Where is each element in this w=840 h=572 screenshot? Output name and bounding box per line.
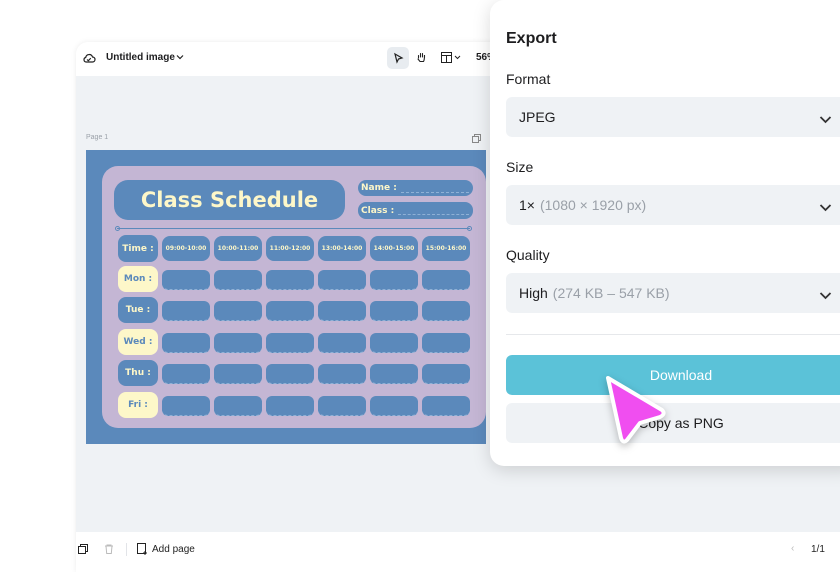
time-label: Time :	[118, 235, 158, 262]
size-select[interactable]: 1× (1080 × 1920 px)	[506, 185, 840, 225]
schedule-cell	[422, 333, 470, 353]
trash-icon[interactable]	[104, 544, 114, 554]
schedule-cell	[214, 270, 262, 290]
name-label: Name :	[361, 183, 397, 193]
class-schedule-design[interactable]: Class Schedule Name : Class : Time : 09:…	[86, 150, 486, 444]
export-panel: Export Format JPEG Size 1× (1080 × 1920 p…	[490, 0, 840, 466]
add-page-button[interactable]: Add page	[152, 544, 195, 555]
divider	[506, 334, 840, 335]
size-value: 1×	[519, 197, 535, 213]
size-detail: (1080 × 1920 px)	[539, 197, 647, 213]
layout-icon[interactable]	[441, 52, 461, 63]
hand-icon[interactable]	[415, 51, 428, 64]
schedule-cell	[370, 333, 418, 353]
time-slot: 10:00-11:00	[214, 236, 262, 261]
bottom-bar: Add page ‹ 1/1	[76, 532, 840, 572]
time-slot: 13:00-14:00	[318, 236, 366, 261]
time-slot: 09:00-10:00	[162, 236, 210, 261]
format-select[interactable]: JPEG	[506, 97, 840, 137]
schedule-cell	[214, 301, 262, 321]
schedule-cell	[214, 333, 262, 353]
schedule-cell	[318, 301, 366, 321]
class-field: Class :	[358, 202, 473, 219]
schedule-cell	[162, 364, 210, 384]
schedule-cell	[162, 301, 210, 321]
schedule-cell	[370, 364, 418, 384]
schedule-cell	[422, 270, 470, 290]
chevron-down-icon[interactable]	[176, 53, 184, 61]
name-field: Name :	[358, 180, 473, 196]
quality-label: Quality	[506, 247, 550, 263]
schedule-cell	[370, 270, 418, 290]
duplicate-icon[interactable]	[78, 544, 88, 554]
schedule-cell	[318, 364, 366, 384]
schedule-cell	[162, 270, 210, 290]
day-label: Wed :	[118, 329, 158, 355]
day-label: Tue :	[118, 297, 158, 323]
schedule-cell	[214, 396, 262, 416]
export-title: Export	[506, 30, 557, 47]
page-label: Page 1	[86, 134, 109, 141]
format-label: Format	[506, 71, 551, 87]
quality-value: High	[519, 285, 548, 301]
copy-as-png-button[interactable]: Copy as PNG	[506, 403, 840, 443]
day-label: Fri :	[118, 392, 158, 418]
class-label: Class :	[361, 205, 395, 216]
schedule-cell	[318, 270, 366, 290]
schedule-cell	[266, 364, 314, 384]
schedule-cell	[370, 396, 418, 416]
quality-select[interactable]: High (274 KB – 547 KB)	[506, 273, 840, 313]
format-value: JPEG	[519, 109, 556, 125]
add-page-icon[interactable]	[137, 543, 148, 555]
time-slot: 11:00-12:00	[266, 236, 314, 261]
schedule-cell	[214, 364, 262, 384]
quality-detail: (274 KB – 547 KB)	[552, 285, 670, 301]
schedule-cell	[422, 301, 470, 321]
schedule-cell	[422, 364, 470, 384]
time-slot: 15:00-16:00	[422, 236, 470, 261]
schedule-cell	[162, 396, 210, 416]
toolbar: Untitled image 56%	[76, 42, 840, 76]
chevron-down-icon	[819, 199, 832, 215]
schedule-cell	[370, 301, 418, 321]
schedule-cell	[266, 396, 314, 416]
cloud-icon[interactable]	[82, 51, 96, 65]
schedule-cell	[422, 396, 470, 416]
pagination: 1/1	[811, 544, 825, 555]
time-slot: 14:00-15:00	[370, 236, 418, 261]
schedule-cell	[318, 396, 366, 416]
schedule-cell	[266, 270, 314, 290]
cursor-icon	[606, 376, 666, 444]
schedule-cell	[266, 333, 314, 353]
prev-page-icon[interactable]: ‹	[791, 543, 795, 554]
day-label: Mon :	[118, 266, 158, 292]
download-button[interactable]: Download	[506, 355, 840, 395]
zoom-level[interactable]: 56%	[476, 52, 497, 63]
divider-line	[117, 228, 470, 229]
schedule-cell	[162, 333, 210, 353]
schedule-title: Class Schedule	[140, 188, 319, 212]
document-title[interactable]: Untitled image	[106, 52, 175, 63]
chevron-down-icon	[819, 287, 832, 303]
duplicate-page-icon[interactable]	[472, 134, 481, 143]
day-label: Thu :	[118, 360, 158, 386]
schedule-cell	[266, 301, 314, 321]
size-label: Size	[506, 159, 534, 175]
schedule-card: Class Schedule Name : Class : Time : 09:…	[102, 166, 486, 428]
schedule-cell	[318, 333, 366, 353]
pointer-icon[interactable]	[387, 47, 409, 69]
chevron-down-icon	[819, 111, 832, 127]
